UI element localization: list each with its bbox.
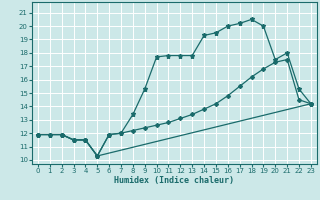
X-axis label: Humidex (Indice chaleur): Humidex (Indice chaleur) <box>115 176 234 185</box>
